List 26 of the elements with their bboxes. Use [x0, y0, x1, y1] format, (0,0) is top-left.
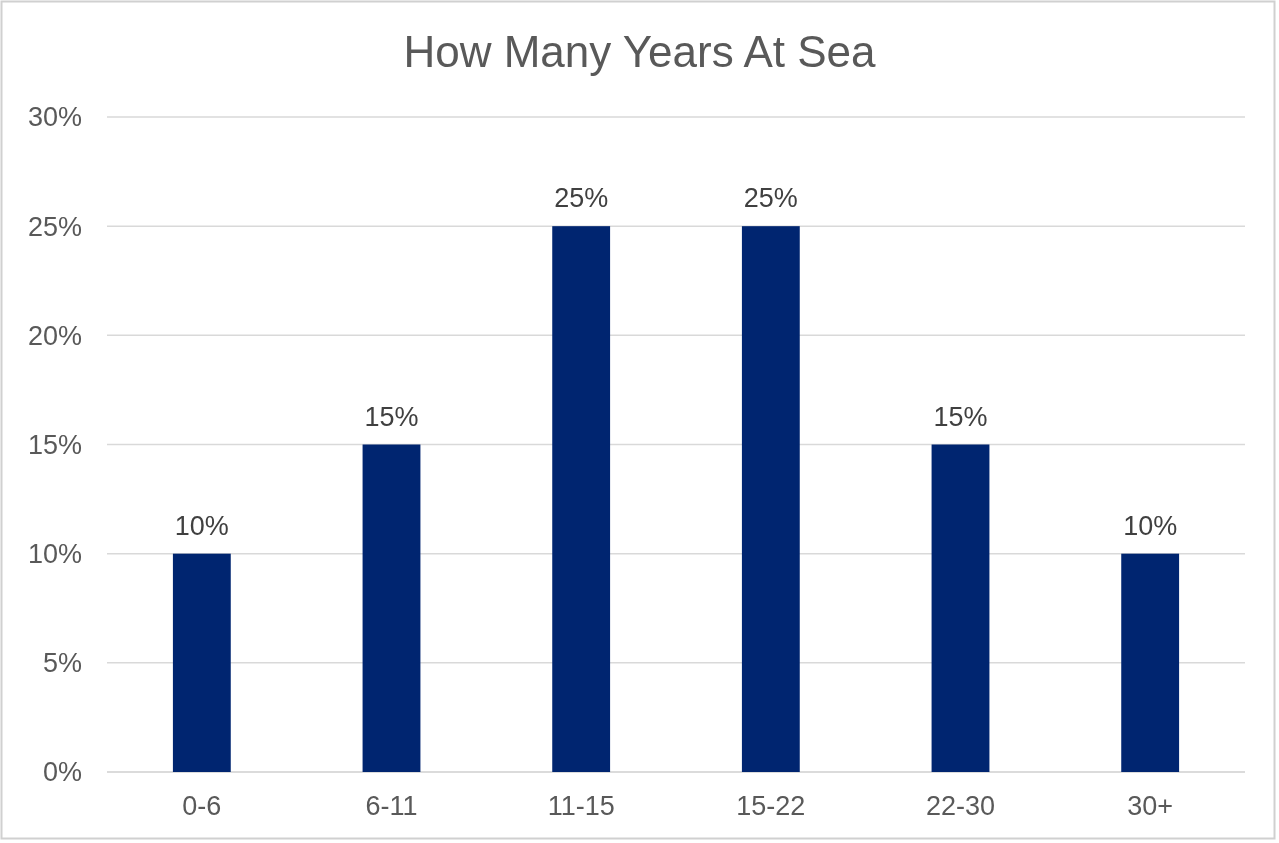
bar — [172, 553, 231, 772]
data-label: 10% — [174, 510, 229, 541]
data-label: 25% — [743, 183, 798, 214]
data-label: 15% — [364, 401, 419, 432]
bar — [362, 444, 421, 772]
x-tick-label: 22-30 — [925, 791, 996, 821]
x-tick-label: 30+ — [1127, 791, 1174, 821]
bar — [552, 226, 611, 772]
y-tick-label: 15% — [27, 429, 82, 460]
chart-title: How Many Years At Sea — [403, 27, 877, 76]
x-tick-label: 15-22 — [736, 791, 806, 821]
y-tick-label: 20% — [27, 320, 82, 351]
bar — [741, 226, 800, 772]
bar — [931, 444, 990, 772]
x-tick-label: 11-15 — [547, 791, 615, 821]
y-tick-label: 10% — [27, 539, 82, 570]
data-label: 10% — [1123, 510, 1178, 541]
y-tick-label: 30% — [27, 102, 82, 133]
y-tick-label: 25% — [27, 211, 82, 242]
x-tick-label: 6-11 — [365, 791, 418, 821]
bar — [1121, 553, 1180, 772]
data-label: 25% — [554, 183, 609, 214]
x-tick-label: 0-6 — [182, 791, 222, 821]
data-label: 15% — [933, 401, 988, 432]
y-tick-label: 5% — [42, 648, 82, 679]
y-tick-label: 0% — [42, 757, 82, 788]
